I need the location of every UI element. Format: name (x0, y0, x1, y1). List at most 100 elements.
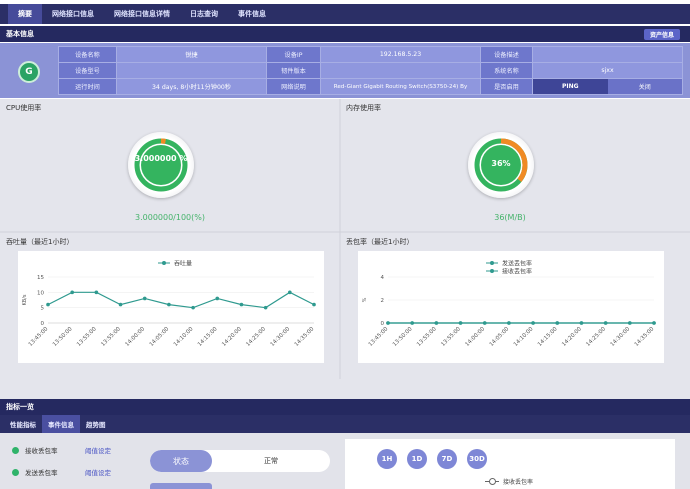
tab-interface-details[interactable]: 网络接口信息详情 (114, 10, 170, 18)
x-tick-label: 14:25:00 (245, 326, 267, 348)
packet-loss-data-point[interactable] (434, 321, 439, 325)
x-tick-label: 14:10:00 (173, 326, 195, 348)
status-label: 状态 (150, 450, 212, 472)
y-axis-label: KB/s (22, 294, 28, 305)
ping-button[interactable]: PING (533, 79, 608, 94)
firmware-value (320, 62, 481, 79)
x-tick-label: 14:05:00 (489, 326, 511, 348)
packet-loss-data-point[interactable] (507, 321, 511, 325)
x-tick-label: 13:45:00 (368, 326, 390, 348)
table-row: 设备型号 韧件版本 系统名称 sjxx (58, 62, 683, 79)
device-desc-value (532, 46, 683, 63)
throughput-data-point[interactable] (239, 302, 244, 307)
packet-loss-data-point[interactable] (410, 321, 414, 325)
throughput-title: 吞吐量（最近1小时） (6, 238, 74, 246)
x-tick-label: 13:55:00 (416, 326, 438, 348)
x-tick-label: 14:30:00 (270, 326, 292, 348)
packet-loss-data-point[interactable] (628, 321, 632, 325)
throughput-data-point[interactable] (94, 290, 99, 295)
tab-events[interactable]: 事件信息 (238, 10, 266, 18)
close-button[interactable]: 关闭 (607, 79, 682, 94)
device-model-value (116, 62, 267, 79)
tab-network-interfaces[interactable]: 网络接口信息 (52, 10, 94, 18)
range-1h-button[interactable]: 1H (377, 449, 397, 469)
packet-loss-data-point[interactable] (652, 321, 656, 325)
tab-event-info[interactable]: 事件信息 (42, 415, 80, 433)
x-tick-label: 14:30:00 (610, 326, 632, 348)
trend-panel: 1H 1D 7D 30D 接收丢包率 (345, 439, 675, 489)
table-row: 运行时间 34 days, 8小时11分钟00秒 网络说明 Red-Giant … (58, 78, 683, 95)
status-box: 状态 正常 (150, 450, 330, 472)
packet-loss-data-point[interactable] (458, 321, 463, 325)
range-7d-button[interactable]: 7D (437, 449, 457, 469)
throughput-data-point[interactable] (70, 290, 74, 295)
y-axis-label: % (362, 297, 368, 302)
x-tick-label: 14:35:00 (294, 326, 316, 348)
throughput-data-point[interactable] (288, 290, 292, 295)
indicators-title: 指标一览 (6, 403, 34, 411)
cpu-gauge-arc (134, 138, 188, 192)
throughput-data-point[interactable] (46, 302, 50, 307)
x-tick-label: 14:25:00 (585, 326, 607, 348)
trend-legend: 接收丢包率 (485, 477, 533, 486)
threshold-link[interactable]: 阈值设定 (85, 469, 111, 477)
legend-label: 发送丢包率 (502, 260, 532, 268)
y-tick-label: 0 (381, 321, 385, 327)
firmware-label: 韧件版本 (266, 62, 321, 79)
indicator-tab-bar: 性能指标 事件信息 趋势图 (0, 415, 690, 433)
y-tick-label: 4 (381, 275, 385, 281)
tab-summary[interactable]: 摘要 (8, 4, 42, 24)
throughput-data-point[interactable] (215, 296, 220, 301)
packet-loss-data-point[interactable] (579, 321, 584, 325)
basic-info-header: 基本信息 资产信息 (0, 26, 690, 42)
uptime-value: 34 days, 8小时11分钟00秒 (116, 78, 267, 95)
throughput-chart-card: 吞吐量 0 5 10 15 KB/s 13:45:00 13:50:00 13:55:00 13:… (18, 251, 324, 363)
x-tick-label: 14:20:00 (221, 326, 243, 348)
throughput-data-point[interactable] (167, 302, 171, 307)
device-ip-value: 192.168.5.23 (320, 46, 481, 63)
enabled-controls: PING 关闭 (532, 78, 683, 95)
throughput-data-point[interactable] (263, 305, 268, 310)
panel-dividers (0, 99, 690, 379)
asset-info-button[interactable]: 资产信息 (643, 29, 680, 40)
metric-label: 接收丢包率 (25, 447, 58, 455)
tab-performance[interactable]: 性能指标 (10, 421, 36, 429)
device-info-panel: G 设备名称 锐捷 设备IP 192.168.5.23 设备描述 设备型号 韧件… (0, 43, 690, 98)
throughput-data-point[interactable] (142, 296, 147, 301)
packet-loss-data-point[interactable] (603, 321, 608, 325)
device-model-label: 设备型号 (58, 62, 117, 79)
range-1d-button[interactable]: 1D (407, 449, 427, 469)
x-tick-label: 13:50:00 (392, 326, 414, 348)
cpu-caption: 3.000000/100(%) (135, 213, 205, 222)
system-name-label: 系统名称 (480, 62, 533, 79)
x-tick-label: 14:15:00 (197, 326, 219, 348)
y-tick-label: 5 (41, 306, 45, 312)
x-tick-label: 13:55:00 (76, 326, 98, 348)
packet-loss-data-point[interactable] (386, 321, 390, 325)
packet-loss-data-point[interactable] (531, 321, 535, 325)
logo-glyph: G (25, 67, 33, 77)
throughput-data-point[interactable] (191, 305, 195, 310)
legend-label: 吞吐量 (174, 260, 192, 268)
throughput-data-point[interactable] (118, 302, 123, 307)
packet-loss-data-point[interactable] (555, 321, 560, 325)
memory-gauge-svg (474, 138, 528, 192)
x-tick-label: 14:00:00 (124, 326, 146, 348)
tab-trend[interactable]: 趋势图 (86, 421, 106, 429)
range-30d-button[interactable]: 30D (467, 449, 487, 469)
status-dot-icon (12, 468, 19, 476)
throughput-data-point[interactable] (312, 302, 316, 307)
packet-loss-chart-card: 发送丢包率 接收丢包率 0 2 4% 13:45:00 13:50:00 13:55:00 13… (358, 251, 664, 363)
basic-info-title: 基本信息 (6, 30, 34, 38)
packet-loss-data-point[interactable] (482, 321, 487, 325)
list-item: 接收丢包率 阈值设定 (12, 445, 132, 455)
threshold-link[interactable]: 阈值设定 (85, 447, 111, 455)
x-tick-label: 13:50:00 (52, 326, 74, 348)
memory-caption: 36(M/B) (494, 213, 526, 222)
top-tab-bar: 摘要 网络接口信息 网络接口信息详情 日志查询 事件信息 (0, 4, 690, 24)
tab-log-query[interactable]: 日志查询 (190, 10, 218, 18)
table-row: 设备名称 锐捷 设备IP 192.168.5.23 设备描述 (58, 46, 683, 63)
status-strip (150, 483, 212, 489)
legend-dot-icon (162, 261, 166, 265)
device-name-value: 锐捷 (116, 46, 267, 63)
